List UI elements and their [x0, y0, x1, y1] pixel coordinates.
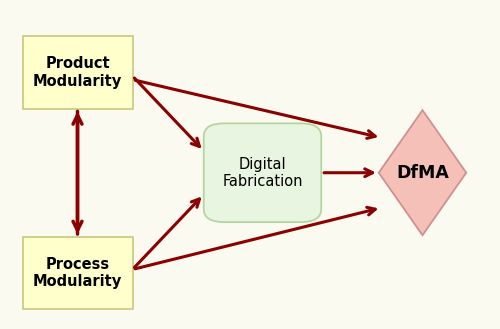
Text: Product
Modularity: Product Modularity — [33, 56, 122, 89]
FancyBboxPatch shape — [204, 123, 322, 222]
Text: Process
Modularity: Process Modularity — [33, 257, 122, 289]
Text: DfMA: DfMA — [396, 164, 449, 182]
Text: Digital
Fabrication: Digital Fabrication — [222, 157, 303, 189]
FancyBboxPatch shape — [22, 237, 132, 309]
Polygon shape — [379, 110, 466, 235]
FancyBboxPatch shape — [22, 36, 132, 109]
